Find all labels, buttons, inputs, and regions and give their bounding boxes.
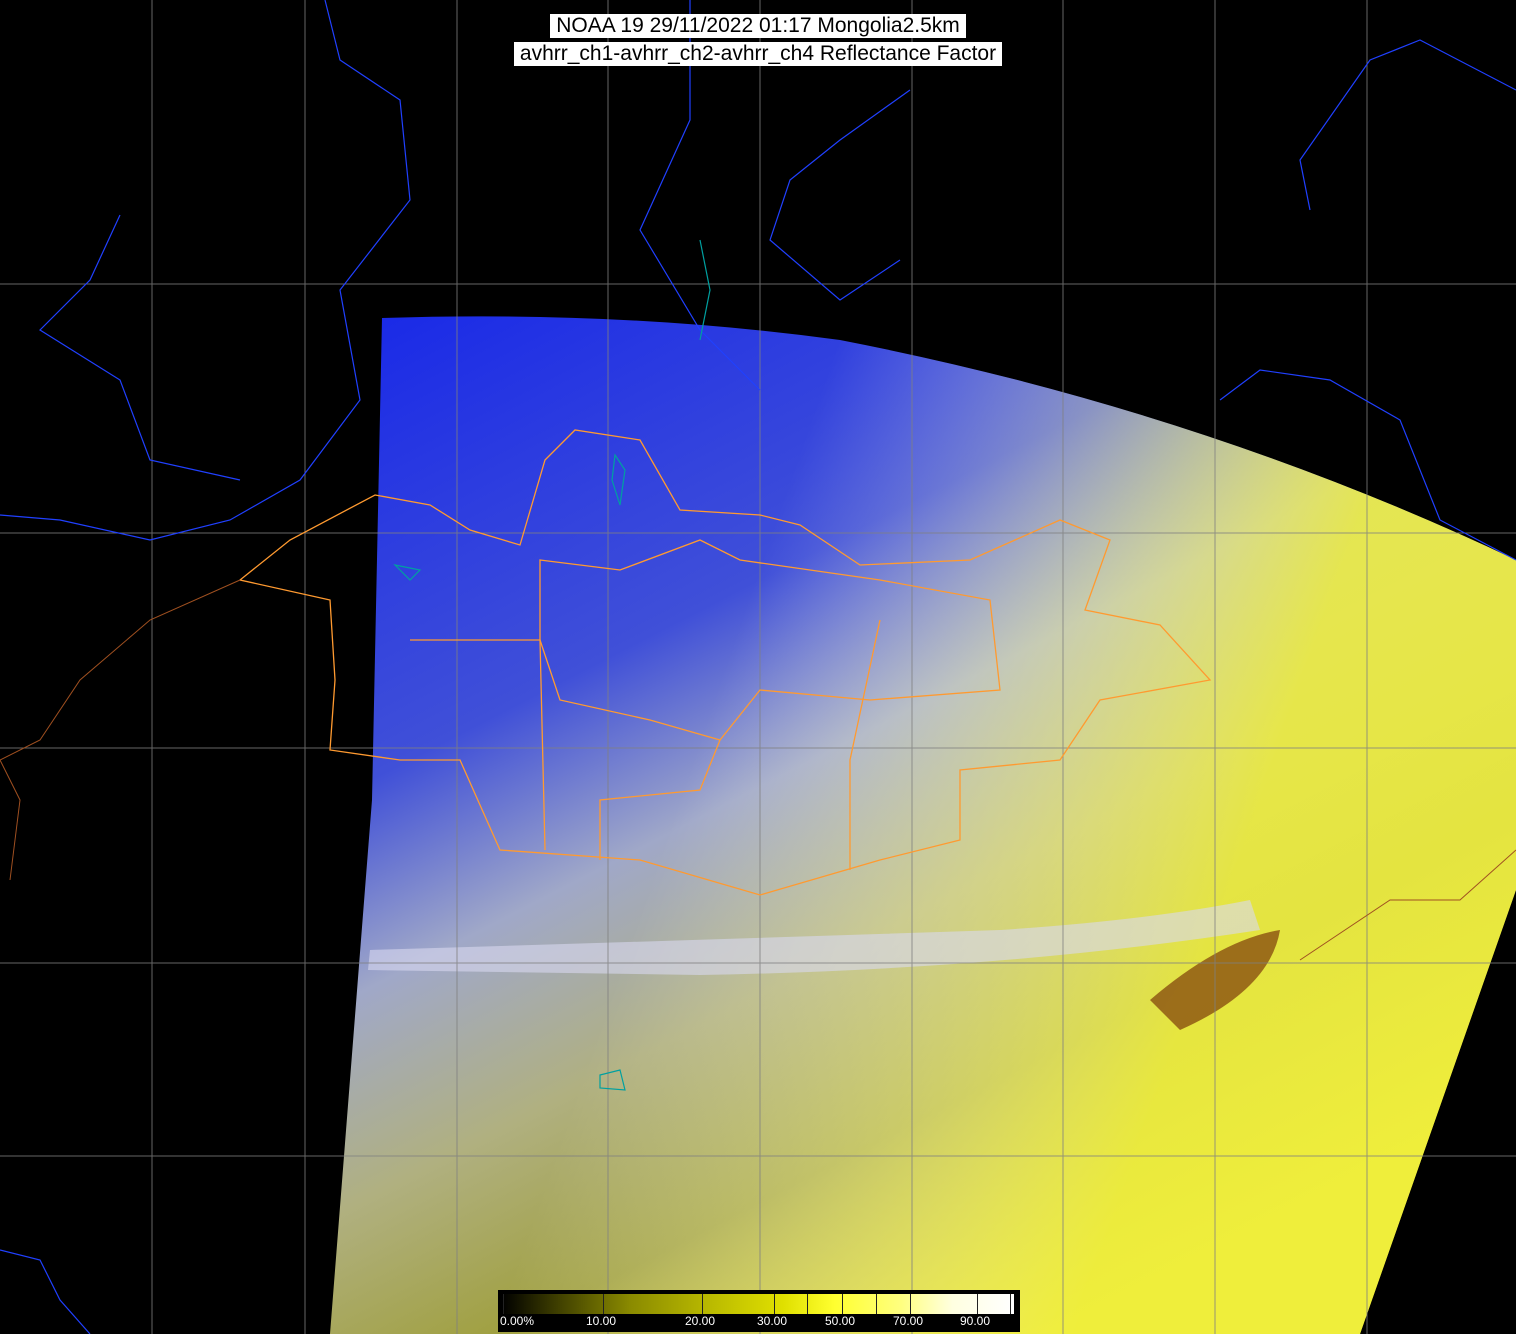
- colorbar-label: 0.00%: [500, 1314, 535, 1328]
- colorbar-label: 30.00: [757, 1314, 788, 1328]
- colorbar-tick: [603, 1294, 604, 1314]
- colorbar-label: 90.00: [960, 1314, 991, 1328]
- colorbar-label: 50.00: [825, 1314, 856, 1328]
- colorbar-tick: [1010, 1294, 1011, 1314]
- colorbar-tick: [977, 1294, 978, 1314]
- colorbar-label: 70.00: [893, 1314, 924, 1328]
- lakes: [393, 239, 711, 1091]
- swath-yellow-overlay: [330, 316, 1516, 1334]
- colorbar-tick: [876, 1294, 877, 1314]
- colorbar-label: 20.00: [685, 1314, 716, 1328]
- colorbar: 0.00% 10.00 20.00 30.00 50.00 70.00 90.0…: [498, 1290, 1020, 1332]
- colorbar-label: 10.00: [586, 1314, 617, 1328]
- colorbar-tick: [774, 1294, 775, 1314]
- mongolia-province-borders: [238, 429, 1212, 896]
- colorbar-tick: [842, 1294, 843, 1314]
- cloud-band: [368, 900, 1260, 975]
- colorbar-tick: [702, 1294, 703, 1314]
- title-line-1: NOAA 19 29/11/2022 01:17 Mongolia2.5km: [0, 14, 1516, 38]
- china-borders: [0, 579, 1516, 961]
- title-line-2: avhrr_ch1-avhrr_ch2-avhrr_ch4 Reflectanc…: [0, 42, 1516, 66]
- colorbar-tick: [503, 1294, 504, 1314]
- colorbar-tick: [910, 1294, 911, 1314]
- colorbar-tick: [807, 1294, 808, 1314]
- colorbar-gradient: [502, 1294, 1014, 1314]
